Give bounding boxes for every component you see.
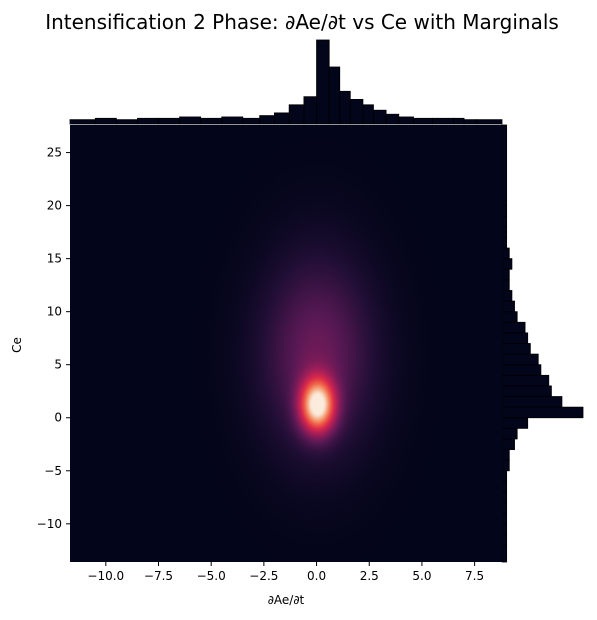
y-axis-label: Ce bbox=[10, 337, 24, 353]
top-marginal-bar bbox=[274, 112, 290, 125]
right-marginal-bar bbox=[501, 438, 515, 450]
top-marginal-bar bbox=[158, 117, 180, 125]
right-marginal-bar bbox=[501, 321, 526, 334]
x-tick-label: −2.5 bbox=[249, 569, 278, 583]
x-axis-label: ∂Ae/∂t bbox=[268, 593, 305, 607]
chart-title: Intensification 2 Phase: ∂Ae/∂t vs Ce wi… bbox=[45, 10, 559, 34]
top-marginal-bar bbox=[476, 119, 503, 125]
right-marginal-bar bbox=[501, 205, 508, 217]
top-marginal-bar bbox=[362, 104, 374, 125]
right-marginal-histogram bbox=[501, 124, 584, 563]
right-marginal-bar bbox=[501, 502, 508, 514]
right-marginal-bar bbox=[501, 480, 508, 493]
right-marginal-bar bbox=[501, 332, 529, 344]
y-tick-label: 25 bbox=[47, 146, 62, 160]
right-marginal-bar bbox=[501, 247, 510, 260]
top-marginal-bar bbox=[221, 116, 244, 125]
right-marginal-bar bbox=[501, 523, 508, 535]
top-marginal-bar bbox=[413, 117, 433, 125]
right-marginal-bar bbox=[501, 512, 508, 525]
top-marginal-bar bbox=[303, 96, 317, 125]
top-marginal-bar bbox=[94, 117, 117, 125]
right-marginal-bar bbox=[501, 491, 508, 504]
x-tick-label: −5.0 bbox=[197, 569, 226, 583]
density-heatmap bbox=[70, 125, 502, 562]
top-marginal-bar bbox=[115, 119, 138, 125]
y-tick-label: 20 bbox=[47, 199, 62, 213]
top-marginal-bar bbox=[200, 117, 223, 125]
right-marginal-bar bbox=[501, 385, 552, 397]
top-marginal-bar bbox=[463, 119, 478, 125]
top-marginal-bar bbox=[398, 116, 414, 125]
right-marginal-bar bbox=[501, 311, 518, 323]
y-tick-label: 15 bbox=[47, 252, 62, 266]
right-marginal-bar bbox=[501, 215, 508, 228]
top-marginal-bar bbox=[288, 104, 305, 125]
x-tick-label: 5.0 bbox=[412, 569, 431, 583]
top-marginal-bar bbox=[328, 66, 341, 125]
right-marginal-bar bbox=[501, 427, 518, 440]
right-marginal-bar bbox=[501, 449, 510, 461]
right-marginal-bar bbox=[501, 544, 508, 563]
x-tick-label: 0.0 bbox=[307, 569, 326, 583]
right-marginal-bar bbox=[501, 268, 510, 281]
right-marginal-bar bbox=[501, 300, 515, 313]
top-marginal-bar bbox=[242, 117, 261, 125]
top-marginal-bar bbox=[349, 99, 364, 125]
x-axis: −10.0 −7.5 −5.0 −2.5 0.0 2.5 5.0 7.5 bbox=[87, 562, 484, 583]
right-marginal-bar bbox=[501, 237, 508, 249]
top-marginal-histogram bbox=[69, 39, 503, 125]
y-tick-label: −5 bbox=[44, 464, 62, 478]
top-marginal-bar bbox=[373, 109, 387, 125]
y-axis: −10 −5 0 5 10 15 20 25 bbox=[37, 146, 70, 531]
top-marginal-bar bbox=[339, 90, 351, 125]
right-marginal-bar bbox=[501, 124, 508, 207]
x-tick-label: 7.5 bbox=[465, 569, 484, 583]
y-tick-label: 0 bbox=[54, 411, 62, 425]
y-tick-label: 5 bbox=[54, 358, 62, 372]
x-tick-label: −7.5 bbox=[144, 569, 173, 583]
x-tick-label: 2.5 bbox=[360, 569, 379, 583]
y-tick-label: −10 bbox=[37, 517, 62, 531]
top-marginal-bar bbox=[385, 113, 400, 125]
right-marginal-bar bbox=[501, 470, 508, 482]
right-marginal-bar bbox=[501, 417, 529, 429]
top-marginal-bar bbox=[69, 119, 96, 125]
right-marginal-bar bbox=[501, 534, 508, 546]
right-marginal-bar bbox=[501, 258, 513, 270]
right-marginal-bar bbox=[501, 406, 584, 419]
right-marginal-bar bbox=[501, 226, 508, 238]
top-marginal-bar bbox=[453, 117, 465, 125]
right-marginal-bar bbox=[501, 396, 563, 408]
top-marginal-bar bbox=[316, 39, 330, 125]
right-marginal-bar bbox=[501, 459, 510, 472]
joint-plot-area bbox=[70, 125, 502, 562]
top-marginal-bar bbox=[259, 115, 275, 125]
top-marginal-bar bbox=[137, 117, 159, 125]
top-marginal-bar bbox=[432, 117, 454, 125]
x-tick-label: −10.0 bbox=[87, 569, 124, 583]
top-marginal-bar bbox=[179, 116, 202, 125]
right-marginal-bar bbox=[501, 364, 542, 376]
right-marginal-bar bbox=[501, 279, 510, 291]
right-marginal-bar bbox=[501, 343, 531, 355]
right-marginal-bar bbox=[501, 353, 539, 366]
right-marginal-bar bbox=[501, 374, 550, 387]
right-marginal-bar bbox=[501, 290, 513, 302]
y-tick-label: 10 bbox=[47, 305, 62, 319]
